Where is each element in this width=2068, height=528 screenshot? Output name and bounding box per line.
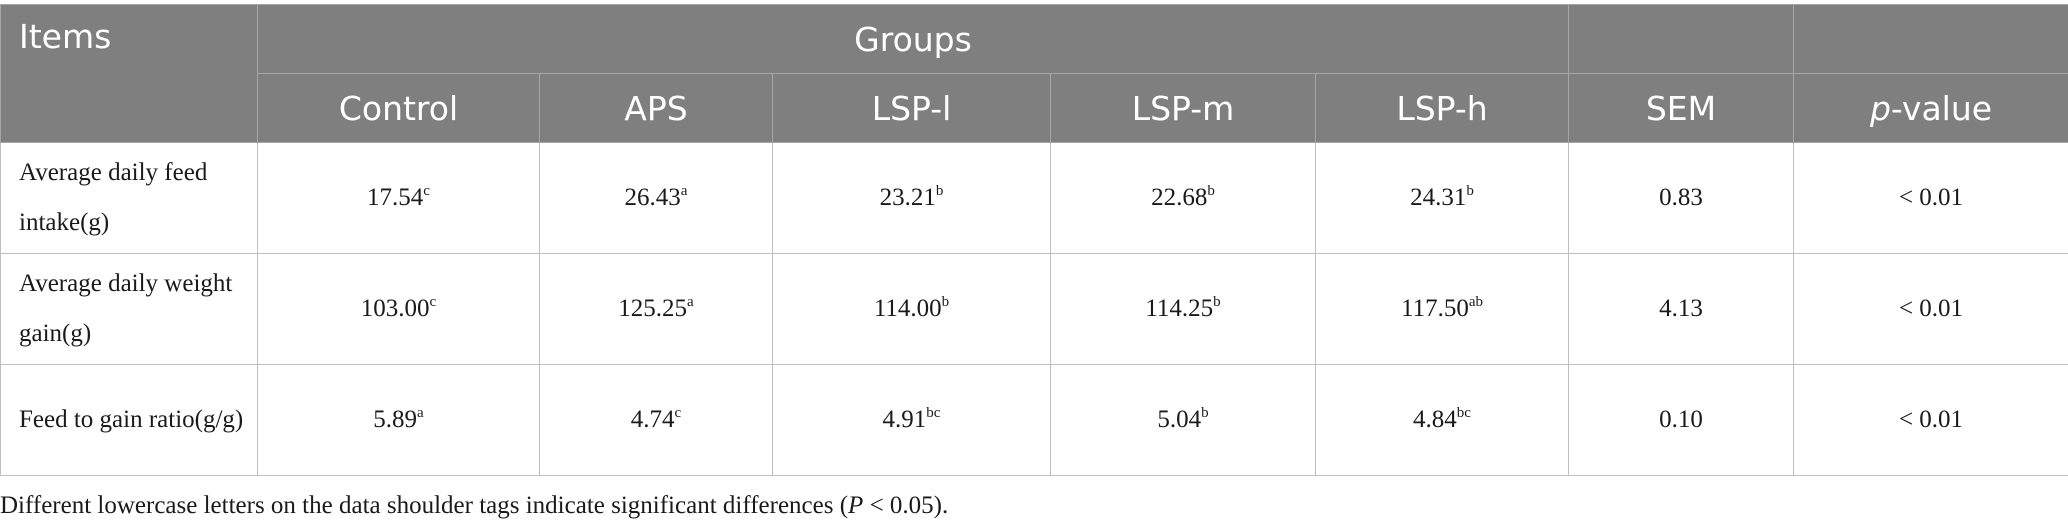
- significance-letter: c: [423, 183, 430, 199]
- significance-letter: a: [680, 183, 688, 199]
- header-empty: [1793, 4, 2068, 74]
- table-row: Average daily weight gain(g) 103.00c 125.2…: [0, 253, 2068, 365]
- row-item: Average daily weight gain(g): [0, 253, 258, 365]
- value-cell: 4.74c: [539, 364, 773, 476]
- value-cell: 24.31b: [1315, 142, 1569, 254]
- footnote-text: < 0.05).: [863, 492, 949, 519]
- value: 22.68: [1151, 184, 1208, 211]
- p-value-cell: < 0.01: [1793, 364, 2068, 476]
- value: 4.84: [1413, 406, 1457, 433]
- row-item: Feed to gain ratio(g/g): [0, 364, 258, 476]
- significance-letter: ab: [1468, 294, 1483, 310]
- value-cell: 26.43a: [539, 142, 773, 254]
- header-sem: SEM: [1568, 73, 1794, 143]
- table-row: Average daily feed intake(g) 17.54c 26.43a…: [0, 142, 2068, 254]
- significance-letter: a: [687, 294, 694, 310]
- footnote-italic: P: [848, 492, 864, 519]
- value: 125.25: [618, 295, 688, 322]
- value: 24.31: [1410, 184, 1467, 211]
- value-cell: 4.84bc: [1315, 364, 1569, 476]
- value-cell: 22.68b: [1050, 142, 1316, 254]
- header-p-rest: -value: [1890, 88, 1993, 128]
- value: 5.89: [373, 406, 418, 433]
- value-cell: 5.04b: [1050, 364, 1316, 476]
- row-item: Average daily feed intake(g): [0, 142, 258, 254]
- value: 114.00: [873, 295, 942, 322]
- header-column: APS: [539, 73, 773, 143]
- value: 114.25: [1145, 295, 1214, 322]
- header-p-italic: p: [1869, 88, 1891, 128]
- significance-letter: b: [1213, 294, 1221, 310]
- value-cell: 103.00c: [257, 253, 540, 365]
- table-row: Feed to gain ratio(g/g) 5.89a 4.74c 4.91bc 5…: [0, 364, 2068, 476]
- header-p-value: p-value: [1793, 73, 2068, 143]
- significance-letter: b: [1207, 183, 1215, 199]
- results-table: Items Groups Control APS LSP-l LSP-m LSP-h SE…: [0, 4, 2068, 476]
- value: 26.43: [624, 184, 681, 211]
- value: 4.91: [882, 406, 927, 433]
- header-column: LSP-m: [1050, 73, 1316, 143]
- value: 5.04: [1157, 406, 1202, 433]
- significance-letter: bc: [926, 405, 941, 421]
- value-cell: 17.54c: [257, 142, 540, 254]
- significance-letter: c: [674, 405, 682, 421]
- value-cell: 5.89a: [257, 364, 540, 476]
- sem-cell: 4.13: [1568, 253, 1794, 365]
- value-cell: 23.21b: [772, 142, 1051, 254]
- header-items: Items: [0, 4, 258, 143]
- significance-letter: b: [1201, 405, 1209, 421]
- value-cell: 4.91bc: [772, 364, 1051, 476]
- sem-cell: 0.83: [1568, 142, 1794, 254]
- footnote-text: Different lowercase letters on the data …: [0, 492, 849, 519]
- header-row: Control APS LSP-l LSP-m LSP-h SEM p-value: [1, 73, 2068, 143]
- significance-letter: a: [417, 405, 424, 421]
- significance-letter: b: [941, 294, 950, 310]
- value-cell: 114.00b: [772, 253, 1051, 365]
- p-value-cell: < 0.01: [1793, 142, 2068, 254]
- value: 103.00: [360, 295, 430, 322]
- value: 23.21: [879, 184, 936, 211]
- value: 17.54: [367, 184, 424, 211]
- header-column: LSP-l: [772, 73, 1051, 143]
- value-cell: 114.25b: [1050, 253, 1316, 365]
- significance-letter: bc: [1456, 405, 1471, 421]
- value-cell: 125.25a: [539, 253, 773, 365]
- value-cell: 117.50ab: [1315, 253, 1569, 365]
- footnote: Different lowercase letters on the data …: [0, 492, 948, 520]
- significance-letter: b: [1466, 183, 1474, 199]
- p-value-cell: < 0.01: [1793, 253, 2068, 365]
- header-empty: [1568, 4, 1794, 74]
- header-column: LSP-h: [1315, 73, 1569, 143]
- significance-letter: b: [935, 183, 944, 199]
- value: 4.74: [630, 406, 675, 433]
- sem-cell: 0.10: [1568, 364, 1794, 476]
- significance-letter: c: [429, 294, 437, 310]
- table-body: Average daily feed intake(g) 17.54c 26.43a…: [0, 142, 2068, 476]
- header-column: Control: [257, 73, 540, 143]
- header-groups: Groups: [257, 4, 1569, 74]
- value: 117.50: [1401, 295, 1469, 322]
